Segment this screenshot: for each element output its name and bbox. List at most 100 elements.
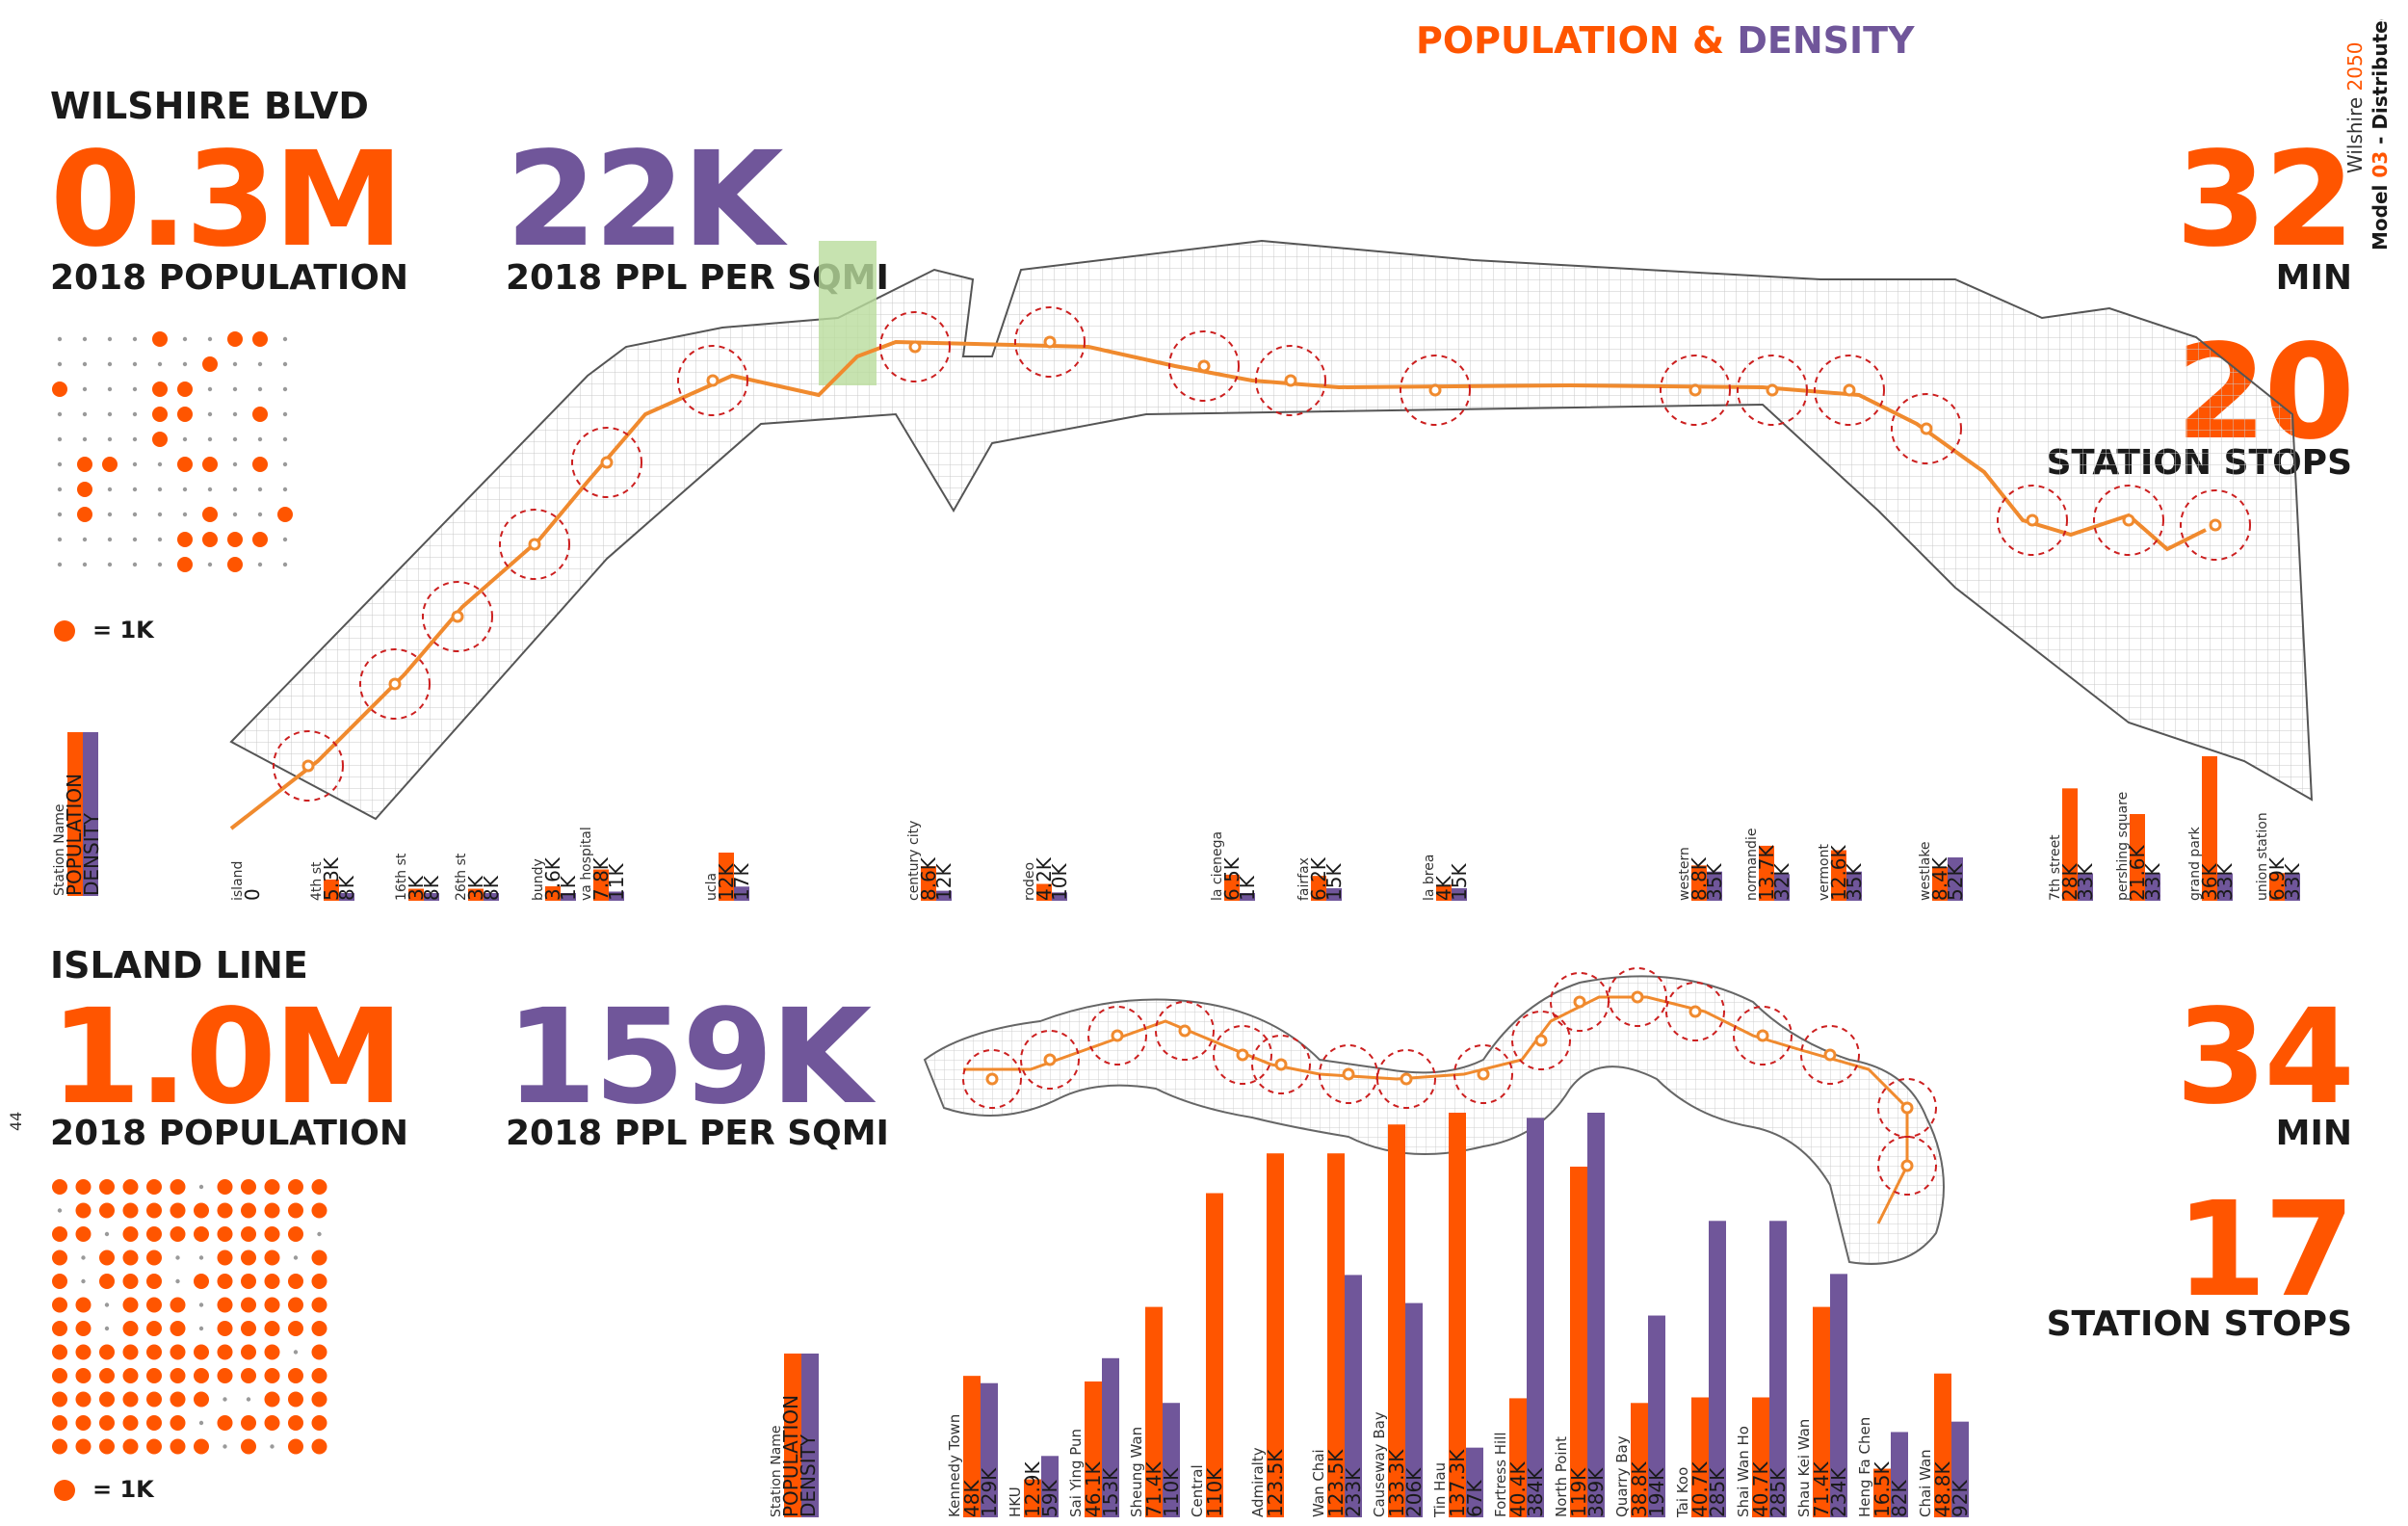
dot-filled bbox=[75, 1226, 92, 1242]
dot-empty bbox=[132, 487, 138, 492]
dot-filled bbox=[264, 1202, 280, 1219]
station-label: Shau Kei Wan bbox=[1795, 1419, 1813, 1517]
island-population-label: 2018 POPULATION bbox=[50, 1114, 409, 1153]
station-ring bbox=[1877, 1136, 1937, 1196]
wilshire-population-label: 2018 POPULATION bbox=[50, 258, 409, 298]
density-value-label: 92K bbox=[1949, 1480, 1972, 1517]
station-ring bbox=[1400, 355, 1471, 426]
dot-filled bbox=[122, 1368, 139, 1383]
dot-filled bbox=[170, 1321, 186, 1336]
bar-population bbox=[468, 888, 484, 901]
dot-filled bbox=[152, 407, 168, 422]
dot-empty bbox=[157, 562, 163, 567]
dot-filled bbox=[288, 1297, 303, 1313]
dot-empty bbox=[293, 1350, 299, 1355]
bar-population bbox=[1752, 1397, 1769, 1517]
dot-filled bbox=[146, 1368, 162, 1383]
dot-filled bbox=[288, 1321, 303, 1336]
dot-filled bbox=[202, 507, 218, 522]
dot-filled bbox=[99, 1438, 115, 1455]
bar-density bbox=[1846, 871, 1862, 901]
dot-filled bbox=[217, 1274, 233, 1289]
bar-population bbox=[1085, 1381, 1102, 1517]
wilshire-density-value: 22K bbox=[506, 124, 784, 276]
dot-empty bbox=[207, 336, 213, 342]
station-ring bbox=[962, 1049, 1022, 1109]
wilshire-legend-density-swatch bbox=[83, 732, 98, 896]
station-marker bbox=[1843, 383, 1856, 397]
wilshire-time-value: 32 bbox=[2175, 124, 2355, 276]
island-dot-key-icon bbox=[50, 1476, 79, 1505]
dot-filled bbox=[194, 1438, 209, 1455]
station-ring bbox=[1877, 1078, 1937, 1138]
dot-empty bbox=[207, 487, 213, 492]
dot-filled bbox=[241, 1226, 256, 1242]
station-marker bbox=[908, 340, 922, 354]
island-legend-station-name: Station Name bbox=[771, 1425, 784, 1517]
station-label: normandie bbox=[1744, 829, 1760, 901]
density-value-label: 52K bbox=[1944, 863, 1967, 901]
dot-empty bbox=[104, 1326, 110, 1331]
dot-filled bbox=[311, 1344, 327, 1360]
bar-population bbox=[1691, 1397, 1709, 1517]
dot-filled bbox=[146, 1202, 162, 1219]
dot-filled bbox=[122, 1226, 139, 1242]
station-label: 7th street bbox=[2048, 834, 2063, 901]
station-label: Tin Hau bbox=[1431, 1462, 1449, 1518]
dot-filled bbox=[146, 1297, 162, 1313]
station-label: la cienega bbox=[1210, 831, 1225, 901]
dot-empty bbox=[175, 1278, 180, 1284]
wilshire-legend-density: DENSITY bbox=[80, 812, 103, 896]
dot-filled bbox=[52, 1226, 67, 1242]
dot-empty bbox=[282, 537, 288, 542]
dot-empty bbox=[257, 386, 263, 392]
station-marker bbox=[1900, 1159, 1914, 1172]
island-time-value: 34 bbox=[2175, 982, 2355, 1134]
station-label: pershing square bbox=[2115, 792, 2131, 901]
bar-density bbox=[1709, 1221, 1726, 1517]
population-value-label: 0 bbox=[241, 888, 264, 901]
station-ring bbox=[677, 345, 748, 416]
population-value-label: 40.7K bbox=[1749, 1460, 1772, 1517]
density-value-label: 153K bbox=[1099, 1467, 1122, 1517]
station-label: vermont bbox=[1817, 844, 1832, 901]
island-legend-population-swatch bbox=[784, 1354, 801, 1517]
population-value-label: 137.3K bbox=[1446, 1449, 1469, 1517]
population-value-label: 4K bbox=[1432, 875, 1455, 901]
dot-empty bbox=[282, 386, 288, 392]
dot-empty bbox=[132, 461, 138, 467]
dot-filled bbox=[288, 1438, 303, 1455]
dot-empty bbox=[157, 487, 163, 492]
dot-empty bbox=[57, 411, 63, 417]
dot-empty bbox=[82, 361, 88, 367]
station-marker bbox=[706, 374, 720, 387]
density-value-label: 129K bbox=[978, 1467, 1001, 1517]
density-value-label: 1K bbox=[1236, 875, 1259, 901]
dot-filled bbox=[311, 1438, 327, 1455]
station-marker bbox=[1477, 1067, 1490, 1081]
bar-density bbox=[609, 891, 624, 901]
dot-filled bbox=[99, 1391, 115, 1408]
station-label: Causeway Bay bbox=[1371, 1411, 1388, 1517]
bar-density bbox=[1951, 1421, 1969, 1517]
bar-population bbox=[921, 866, 936, 901]
population-value-label: 5.3K bbox=[320, 856, 343, 901]
island-bar-chart: Station Name POPULATION DENSITY Kennedy … bbox=[771, 1113, 1972, 1518]
bar-density bbox=[1891, 1432, 1908, 1517]
dot-filled bbox=[264, 1297, 280, 1313]
bar-population bbox=[1449, 1113, 1466, 1517]
bar-population bbox=[1759, 845, 1774, 901]
bar-density bbox=[561, 893, 576, 901]
dot-filled bbox=[75, 1321, 92, 1336]
station-marker bbox=[1043, 1053, 1057, 1066]
wilshire-map-outline bbox=[229, 239, 2314, 821]
dot-filled bbox=[52, 1344, 67, 1360]
island-stops-label: STATION STOPS bbox=[2046, 1304, 2352, 1344]
station-ring bbox=[1014, 306, 1086, 378]
dot-filled bbox=[102, 457, 118, 472]
dot-empty bbox=[57, 336, 63, 342]
dot-filled bbox=[99, 1415, 115, 1431]
dot-filled bbox=[99, 1274, 115, 1289]
dot-empty bbox=[132, 562, 138, 567]
